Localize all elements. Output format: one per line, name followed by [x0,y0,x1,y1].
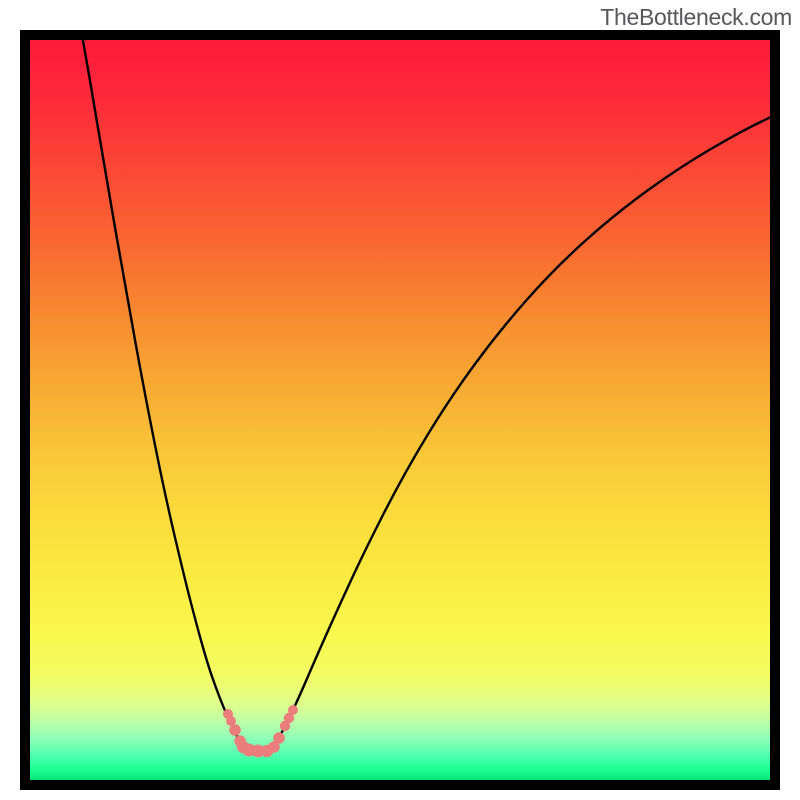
marker-point [229,724,241,736]
watermark-text: TheBottleneck.com [600,4,792,31]
chart-plot-area [30,40,770,780]
chart-svg [30,40,770,780]
chart-frame [20,30,780,790]
marker-point [273,732,285,744]
chart-gradient-bg [30,40,770,780]
marker-point [288,705,298,715]
